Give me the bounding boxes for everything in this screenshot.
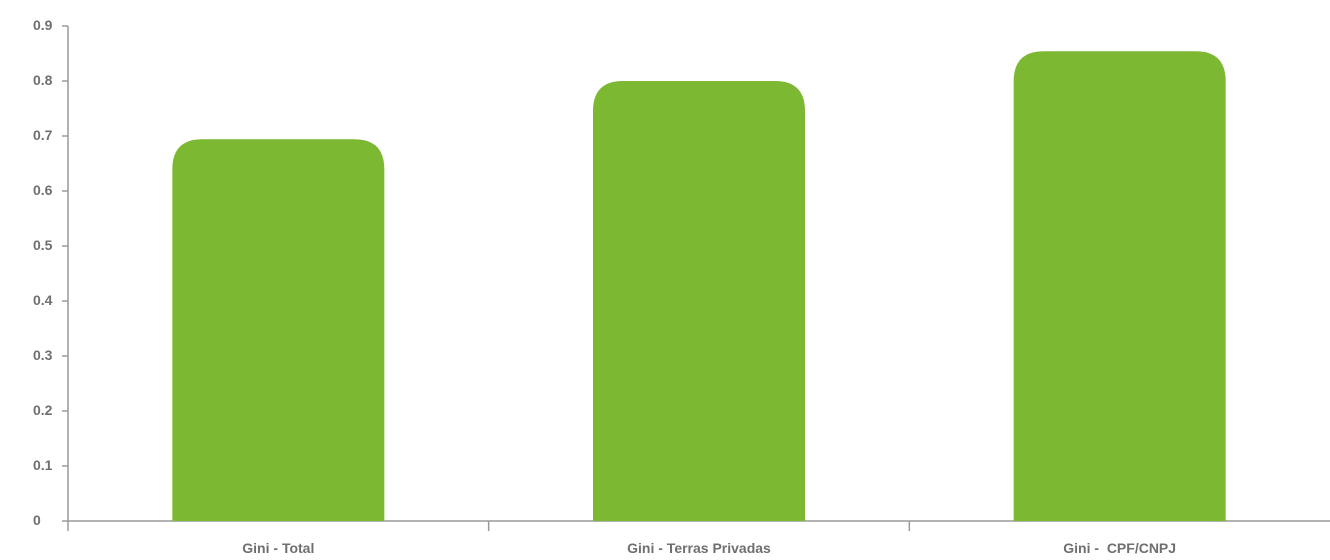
bars [172,51,1226,522]
bar [172,139,385,522]
y-tick-label: 0.2 [33,402,53,418]
y-tick-label: 0.6 [33,182,53,198]
y-tick-label: 0.4 [33,292,53,308]
x-labels: Gini - Total Gini - Terras Privadas Gini -… [242,540,1176,556]
bar [1013,51,1226,522]
y-tick-label: 0.7 [33,127,53,143]
x-category-label: Gini - Terras Privadas [627,540,771,556]
y-tick-label: 0.3 [33,347,53,363]
y-tick-label: 0.5 [33,237,53,253]
x-category-label: Gini - Total [242,540,314,556]
x-category-label: Gini - CPF/CNPJ [1063,540,1176,556]
y-tick-label: 0 [33,512,41,528]
y-axis: 0 0.1 0.2 0.3 0.4 0.5 0.6 0.7 0.8 0.9 [33,17,69,528]
y-tick-label: 0.9 [33,17,53,33]
y-tick-label: 0.1 [33,457,53,473]
x-axis [67,520,1330,531]
bar [593,81,805,521]
y-tick-label: 0.8 [33,72,53,88]
